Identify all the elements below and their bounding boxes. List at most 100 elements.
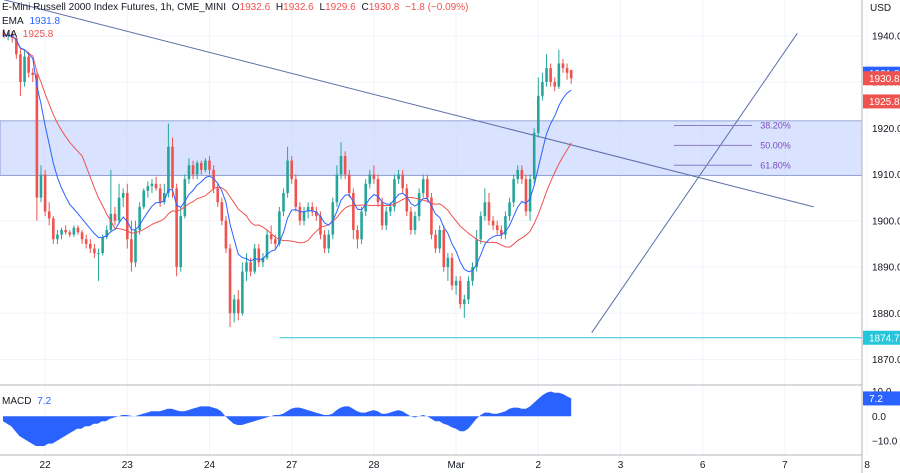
candle-body <box>302 211 306 221</box>
candle-body <box>236 299 240 314</box>
candle-body <box>532 132 536 180</box>
candle-body <box>23 56 26 82</box>
ma-legend[interactable]: MA 1925.8 <box>2 29 56 40</box>
price-tick-label: 1890.0 <box>872 263 900 274</box>
candle-body <box>500 230 503 235</box>
candle-body <box>372 174 376 180</box>
uptrend-line <box>591 33 798 333</box>
candle-body <box>405 188 409 212</box>
price-marker-label: 1925.8 <box>869 97 900 108</box>
ma-line <box>3 34 572 248</box>
candle-body <box>454 280 458 286</box>
candle-body <box>72 227 76 235</box>
candle-body <box>376 179 380 203</box>
candle-body <box>76 227 80 233</box>
candle-body <box>290 160 293 180</box>
candle-body <box>195 162 199 175</box>
candle-body <box>298 206 302 221</box>
candle-body <box>479 216 483 240</box>
candle-body <box>39 174 43 198</box>
candle-body <box>397 174 400 180</box>
candle-body <box>89 243 92 249</box>
candle-body <box>495 225 499 230</box>
candle-body <box>130 239 133 263</box>
candle-body <box>426 179 429 198</box>
candle-body <box>471 267 474 281</box>
candle-body <box>241 271 244 314</box>
price-marker-bg <box>863 71 900 86</box>
ma-value: 1925.8 <box>22 29 54 40</box>
fib-label: 38.20% <box>760 120 791 130</box>
candle-body <box>113 213 117 221</box>
time-tick-label: Mar <box>447 460 465 471</box>
candle-body <box>380 202 384 226</box>
candle-body <box>327 234 330 249</box>
candle-body <box>158 188 162 203</box>
fib-label: 50.00% <box>760 140 791 150</box>
candle-body <box>491 220 495 226</box>
candle-body <box>401 174 404 189</box>
candle-body <box>352 193 355 230</box>
candle-body <box>524 179 528 212</box>
candle-body <box>162 193 166 203</box>
candle-body <box>19 54 22 82</box>
candle-body <box>154 183 158 189</box>
time-tick-label: 3 <box>618 460 624 471</box>
ohlc-close: C1930.8 <box>361 2 400 13</box>
macd-area <box>3 391 572 446</box>
candle-body <box>442 230 446 267</box>
candle-body <box>150 183 154 187</box>
candle-body <box>216 188 220 203</box>
candle-body <box>430 197 433 235</box>
candle-body <box>126 193 129 240</box>
candle-body <box>463 299 466 304</box>
macd-legend[interactable]: MACD 7.2 <box>2 396 54 407</box>
macd-value: 7.2 <box>37 396 52 407</box>
candle-body <box>121 193 125 198</box>
candle-body <box>310 206 314 212</box>
candle-body <box>257 248 261 263</box>
price-marker-label: 1874.7 <box>869 333 900 344</box>
candlesticks <box>2 28 573 328</box>
candle-body <box>458 280 462 304</box>
candle-body <box>487 202 491 221</box>
price-marker-label: 1930.8 <box>869 74 900 85</box>
candle-body <box>15 38 18 55</box>
macd-tick-label: 0.0 <box>872 412 886 423</box>
candle-body <box>146 186 150 191</box>
candle-body <box>269 234 273 240</box>
candle-body <box>64 230 67 233</box>
candle-body <box>245 262 248 272</box>
macd-label: MACD <box>2 396 32 407</box>
candle-body <box>512 179 515 203</box>
fibonacci-levels: 38.20% 50.00% 61.80% <box>673 120 791 170</box>
ema-legend[interactable]: EMA 1931.8 <box>2 16 63 27</box>
fib-label: 61.80% <box>760 160 791 170</box>
time-axis[interactable]: 22 23 24 27 28 Mar 2 3 6 7 8 <box>40 460 871 471</box>
candle-body <box>475 239 478 267</box>
candle-body <box>179 216 183 267</box>
candle-body <box>68 232 72 235</box>
candle-body <box>191 165 195 175</box>
candle-body <box>47 211 51 219</box>
candle-body <box>569 69 573 79</box>
ema-value: 1931.8 <box>29 16 61 27</box>
time-tick-label: 23 <box>122 460 134 471</box>
candle-body <box>549 68 552 82</box>
candle-body <box>339 156 343 175</box>
ohlc-low: L1929.6 <box>319 2 356 13</box>
candle-body <box>450 257 454 286</box>
candle-body <box>343 156 347 175</box>
candle-body <box>561 63 565 69</box>
symbol-title[interactable]: E-Mini Russell 2000 Index Futures, 1h, C… <box>2 2 226 13</box>
candle-body <box>417 193 421 217</box>
time-tick-label: 24 <box>204 460 216 471</box>
candle-body <box>516 169 520 180</box>
candle-body <box>545 68 548 82</box>
time-tick-label: 7 <box>782 460 788 471</box>
candle-body <box>565 68 569 73</box>
candle-body <box>537 95 540 133</box>
resistance-zone <box>0 120 863 176</box>
candle-body <box>134 230 137 263</box>
